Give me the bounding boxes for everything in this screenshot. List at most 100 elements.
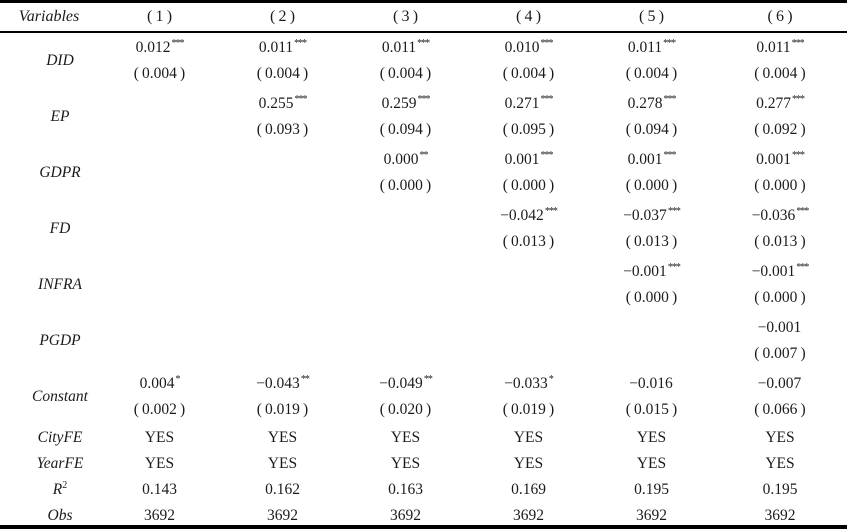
std-error: ( 0.095 ) — [502, 121, 555, 138]
coef-cell: −0.037*** ( 0.013 ) — [590, 201, 713, 257]
std-error: ( 0.000 ) — [625, 289, 678, 306]
column-header-model-1: ( 1 ) — [98, 3, 221, 33]
std-error: ( 0.004 ) — [256, 65, 309, 82]
coef-value: −0.033 — [504, 374, 548, 392]
std-error: ( 0.000 ) — [625, 177, 678, 194]
coef-value: −0.049 — [379, 374, 423, 392]
significance-stars: *** — [540, 149, 553, 161]
coef-cell: 0.001*** ( 0.000 ) — [590, 145, 713, 201]
coef-cell: 0.011*** ( 0.004 ) — [221, 32, 344, 89]
std-error: ( 0.092 ) — [754, 121, 806, 138]
coef-value: −0.042 — [500, 206, 544, 224]
row-label-fd: FD — [49, 220, 71, 237]
coef-value: 0.001 — [627, 150, 663, 168]
stat-cell: YES — [513, 429, 544, 446]
stat-label: YearFE — [36, 455, 84, 473]
stat-cell: YES — [267, 429, 298, 446]
significance-stars: ** — [423, 373, 433, 385]
stat-cell: YES — [390, 455, 421, 472]
coef-value: 0.011 — [258, 38, 294, 56]
stat-cell: YES — [765, 429, 795, 446]
coef-cell: −0.036*** ( 0.013 ) — [713, 201, 847, 257]
std-error: ( 0.004 ) — [625, 65, 678, 82]
coef-cell — [98, 89, 221, 145]
coef-value: 0.255 — [258, 94, 294, 112]
stat-label-sup: 2 — [62, 480, 68, 492]
std-error: ( 0.000 ) — [754, 177, 806, 194]
coef-value: 0.278 — [627, 94, 663, 112]
std-error: ( 0.000 ) — [754, 289, 806, 306]
std-error: ( 0.013 ) — [754, 233, 806, 250]
coef-value: 0.012 — [135, 38, 171, 56]
coef-cell: 0.011*** ( 0.004 ) — [344, 32, 467, 89]
coef-cell — [467, 257, 590, 313]
coef-cell: −0.043** ( 0.019 ) — [221, 369, 344, 425]
significance-stars: * — [548, 373, 554, 385]
coef-value: 0.011 — [627, 38, 663, 56]
coef-value: 0.004 — [139, 374, 175, 392]
std-error: ( 0.004 ) — [133, 65, 186, 82]
coef-value: 0.277 — [756, 94, 791, 112]
coef-value: −0.016 — [629, 374, 673, 392]
std-error: ( 0.004 ) — [379, 65, 432, 82]
stat-cell: 3692 — [390, 507, 421, 524]
row-label-gdpr: GDPR — [39, 164, 81, 181]
coef-value: 0.271 — [504, 94, 540, 112]
std-error: ( 0.015 ) — [625, 401, 678, 418]
coef-cell: 0.278*** ( 0.094 ) — [590, 89, 713, 145]
column-header-model-3: ( 3 ) — [344, 3, 467, 33]
coef-cell: 0.001*** ( 0.000 ) — [467, 145, 590, 201]
std-error: ( 0.013 ) — [502, 233, 555, 250]
significance-stars: *** — [540, 93, 553, 105]
coef-cell — [467, 313, 590, 369]
coef-cell: −0.001*** ( 0.000 ) — [590, 257, 713, 313]
std-error: ( 0.013 ) — [625, 233, 678, 250]
stat-label: CityFE — [37, 429, 83, 447]
coef-cell: −0.001*** ( 0.000 ) — [713, 257, 847, 313]
row-infra: INFRA −0.001***( 0.000 ) −0.001***( 0.00… — [0, 257, 847, 313]
stat-cell: 0.169 — [511, 481, 546, 498]
significance-stars: *** — [791, 93, 805, 105]
coef-cell — [344, 257, 467, 313]
significance-stars: * — [175, 373, 180, 385]
coef-cell: 0.277*** ( 0.092 ) — [713, 89, 847, 145]
significance-stars: *** — [663, 149, 676, 161]
coef-cell — [98, 145, 221, 201]
coef-cell: −0.049** ( 0.020 ) — [344, 369, 467, 425]
coef-value: 0.010 — [504, 38, 540, 56]
coef-value: −0.037 — [623, 206, 667, 224]
coef-value: −0.036 — [751, 206, 796, 224]
coef-cell: 0.010*** ( 0.004 ) — [467, 32, 590, 89]
regression-results-table: Variables ( 1 ) ( 2 ) ( 3 ) ( 4 ) ( 5 ) … — [0, 3, 847, 529]
significance-stars: *** — [796, 205, 809, 217]
coef-cell: 0.011*** ( 0.004 ) — [590, 32, 713, 89]
significance-stars: *** — [417, 93, 430, 105]
stat-cell: 0.195 — [634, 481, 669, 498]
row-did: DID 0.012***( 0.004 ) 0.011***( 0.004 ) … — [0, 32, 847, 89]
std-error: ( 0.004 ) — [502, 65, 555, 82]
coef-value: 0.001 — [504, 150, 540, 168]
stat-cell: YES — [636, 455, 667, 472]
coef-cell: −0.033* ( 0.019 ) — [467, 369, 590, 425]
header-row: Variables ( 1 ) ( 2 ) ( 3 ) ( 4 ) ( 5 ) … — [0, 3, 847, 33]
coef-value: 0.011 — [381, 38, 417, 56]
stat-cell: 0.195 — [762, 481, 798, 498]
stat-cell: 0.163 — [388, 481, 423, 498]
significance-stars: ** — [419, 149, 428, 161]
stat-label: R — [52, 481, 63, 499]
coef-cell — [221, 145, 344, 201]
row-r-squared: R2 0.143 0.162 0.163 0.169 0.195 0.195 — [0, 477, 847, 503]
stat-cell: 3692 — [513, 507, 544, 524]
coef-cell: 0.001*** ( 0.000 ) — [713, 145, 847, 201]
coef-cell — [98, 257, 221, 313]
stat-cell: YES — [144, 429, 175, 446]
coef-value: −0.007 — [757, 374, 802, 392]
row-obs: Obs 3692 3692 3692 3692 3692 3692 — [0, 503, 847, 529]
stat-cell: 3692 — [636, 507, 667, 524]
std-error: ( 0.000 ) — [502, 177, 555, 194]
row-fd: FD −0.042 *** ( 0.013 ) −0.037***( 0.013 )… — [0, 201, 847, 257]
row-cityfe: CityFE YES YES YES YES YES YES — [0, 425, 847, 451]
stat-cell: YES — [390, 429, 421, 446]
row-label-r-squared: R2 — [0, 477, 98, 503]
stat-cell: 3692 — [144, 507, 175, 524]
